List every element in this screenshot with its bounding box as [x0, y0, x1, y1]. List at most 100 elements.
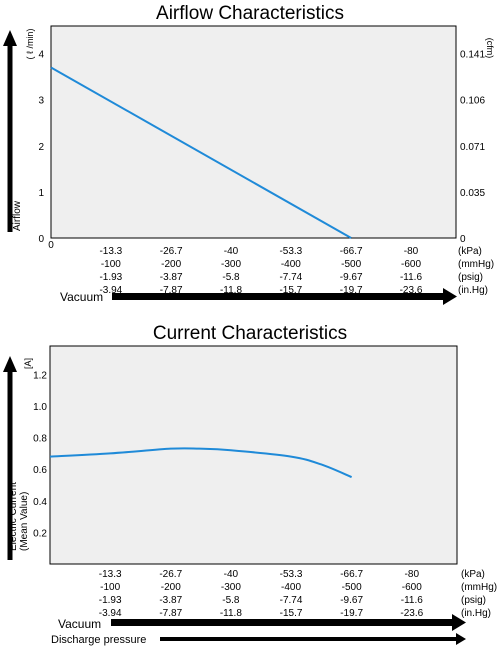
- x-tick-label: -400: [281, 259, 301, 270]
- y-tick-label: 0: [38, 234, 44, 245]
- x-tick-label: -300: [221, 582, 241, 593]
- y-axis-title: Airflow: [12, 200, 23, 231]
- y2-tick-label: 0.035: [460, 188, 485, 199]
- chart-2: Current Characteristics 0.2 0.4 0.6 0.8 1.0 1.…: [3, 323, 497, 646]
- x-unit-label: (in.Hg): [461, 608, 491, 619]
- x-unit-label: (psig): [461, 595, 486, 606]
- x-tick-label: -3.87: [160, 272, 183, 283]
- x-unit-label: (kPa): [458, 246, 482, 257]
- x-unit-label: (in.Hg): [458, 285, 488, 296]
- y2-tick-label: 0.141: [460, 50, 485, 61]
- chart-title: Current Characteristics: [153, 323, 347, 344]
- x-tick-label: -300: [221, 259, 241, 270]
- series-line: [49, 447, 353, 479]
- y-axis-arrow-head: [3, 30, 17, 46]
- x-tick-label: -23.6: [400, 608, 423, 619]
- y-tick-label: 1.0: [33, 402, 47, 413]
- x-unit-label: (psig): [458, 272, 483, 283]
- x-tick-label: -40: [224, 569, 239, 580]
- x-tick-label: -7.74: [280, 595, 303, 606]
- y-axis-arrow-shaft: [7, 44, 13, 232]
- x-tick-label: -3.94: [99, 285, 122, 296]
- x-unit-label: (mmHg): [461, 582, 497, 593]
- x-tick-label: -7.87: [159, 608, 182, 619]
- x-tick-label: -100: [100, 582, 120, 593]
- x-tick-label: -5.8: [222, 595, 240, 606]
- x-tick-label: -3.87: [159, 595, 182, 606]
- x-tick-label: -200: [161, 582, 181, 593]
- x-tick-label: -11.6: [400, 272, 422, 283]
- x-tick-label: -200: [161, 259, 181, 270]
- x-tick-label: -1.93: [99, 272, 122, 283]
- x-tick-label: -400: [281, 582, 301, 593]
- x-axis-title: Vacuum: [60, 290, 103, 304]
- y-unit-label: [A]: [23, 358, 33, 369]
- x-tick-label: -600: [401, 259, 421, 270]
- y-tick-label: 0.4: [33, 497, 47, 508]
- y-tick-label: 2: [38, 142, 44, 153]
- y-axis-title: Electric Current(Mean Value): [8, 482, 30, 551]
- y-tick-label: 1.2: [33, 370, 47, 381]
- x-tick-label: -66.7: [340, 569, 363, 580]
- y-tick-label: 1: [38, 188, 44, 199]
- x-tick-label: -23.6: [400, 285, 423, 296]
- x-tick-label: -15.7: [280, 608, 303, 619]
- y-tick-label: 4: [38, 50, 44, 61]
- x-tick-label: -13.3: [99, 569, 122, 580]
- discharge-arrow-head: [456, 633, 466, 645]
- x-tick-label: -19.7: [340, 285, 363, 296]
- x-tick-label: -7.74: [279, 272, 302, 283]
- x-tick-label: -53.3: [280, 569, 303, 580]
- x-tick-label: -500: [342, 582, 362, 593]
- chart-1: Airflow Characteristics 0 1 2 3 4 0 0.035 0.071 0…: [3, 3, 495, 305]
- vacuum-arrow: [112, 288, 457, 305]
- x-tick-label: -53.3: [279, 246, 302, 257]
- x-tick-label: -100: [101, 259, 121, 270]
- x-tick-label: -40: [224, 246, 239, 257]
- x-tick-label: -80: [404, 246, 419, 257]
- discharge-arrow-shaft: [160, 637, 456, 641]
- y2-unit-label: (cfm): [485, 38, 495, 59]
- y-tick-label: 0.6: [33, 465, 47, 476]
- y-axis-arrow-shaft: [7, 370, 13, 560]
- x-tick-label: -500: [341, 259, 361, 270]
- x-tick-label: -11.6: [401, 595, 423, 606]
- y2-tick-label: 0: [460, 234, 466, 245]
- x-tick-label: -3.94: [99, 608, 122, 619]
- x-tick-label: -13.3: [99, 246, 122, 257]
- series-line: [50, 66, 352, 239]
- x-tick-label: -66.7: [340, 246, 363, 257]
- x-tick-label: -26.7: [159, 569, 182, 580]
- y-axis-title-line: (Mean Value): [19, 492, 30, 551]
- chart-title: Airflow Characteristics: [156, 3, 344, 24]
- x-tick-label: -9.67: [340, 595, 363, 606]
- y-unit-label: ( ℓ /min): [25, 29, 35, 60]
- x-tick-label: -600: [402, 582, 422, 593]
- y-axis-title-line: Electric Current: [8, 482, 19, 551]
- x-tick-label: -80: [405, 569, 420, 580]
- x-unit-label: (kPa): [461, 569, 485, 580]
- x-unit-label: (mmHg): [458, 259, 494, 270]
- x-tick-label: -1.93: [99, 595, 122, 606]
- y2-tick-label: 0.106: [460, 96, 485, 107]
- x-tick-label: -15.7: [279, 285, 302, 296]
- x-tick-label: -11.8: [220, 608, 242, 619]
- x-tick-label: -26.7: [160, 246, 183, 257]
- vacuum-arrow: [111, 614, 466, 631]
- plot-area: [49, 345, 458, 565]
- y-axis-arrow-head: [3, 356, 17, 372]
- x-tick-label: -7.87: [160, 285, 183, 296]
- x-origin-label: 0: [48, 240, 54, 251]
- y-tick-label: 3: [38, 96, 44, 107]
- y-tick-label: 0.8: [33, 434, 47, 445]
- x-axis-title-2: Discharge pressure: [51, 634, 146, 646]
- x-tick-label: -11.8: [220, 285, 242, 296]
- x-tick-label: -19.7: [340, 608, 363, 619]
- x-tick-label: -9.67: [340, 272, 363, 283]
- x-axis-title: Vacuum: [58, 617, 101, 631]
- y-tick-label: 0.2: [33, 528, 47, 539]
- plot-area: [50, 25, 457, 239]
- y2-tick-label: 0.071: [460, 142, 485, 153]
- y-axis-title-line: Airflow: [12, 200, 23, 231]
